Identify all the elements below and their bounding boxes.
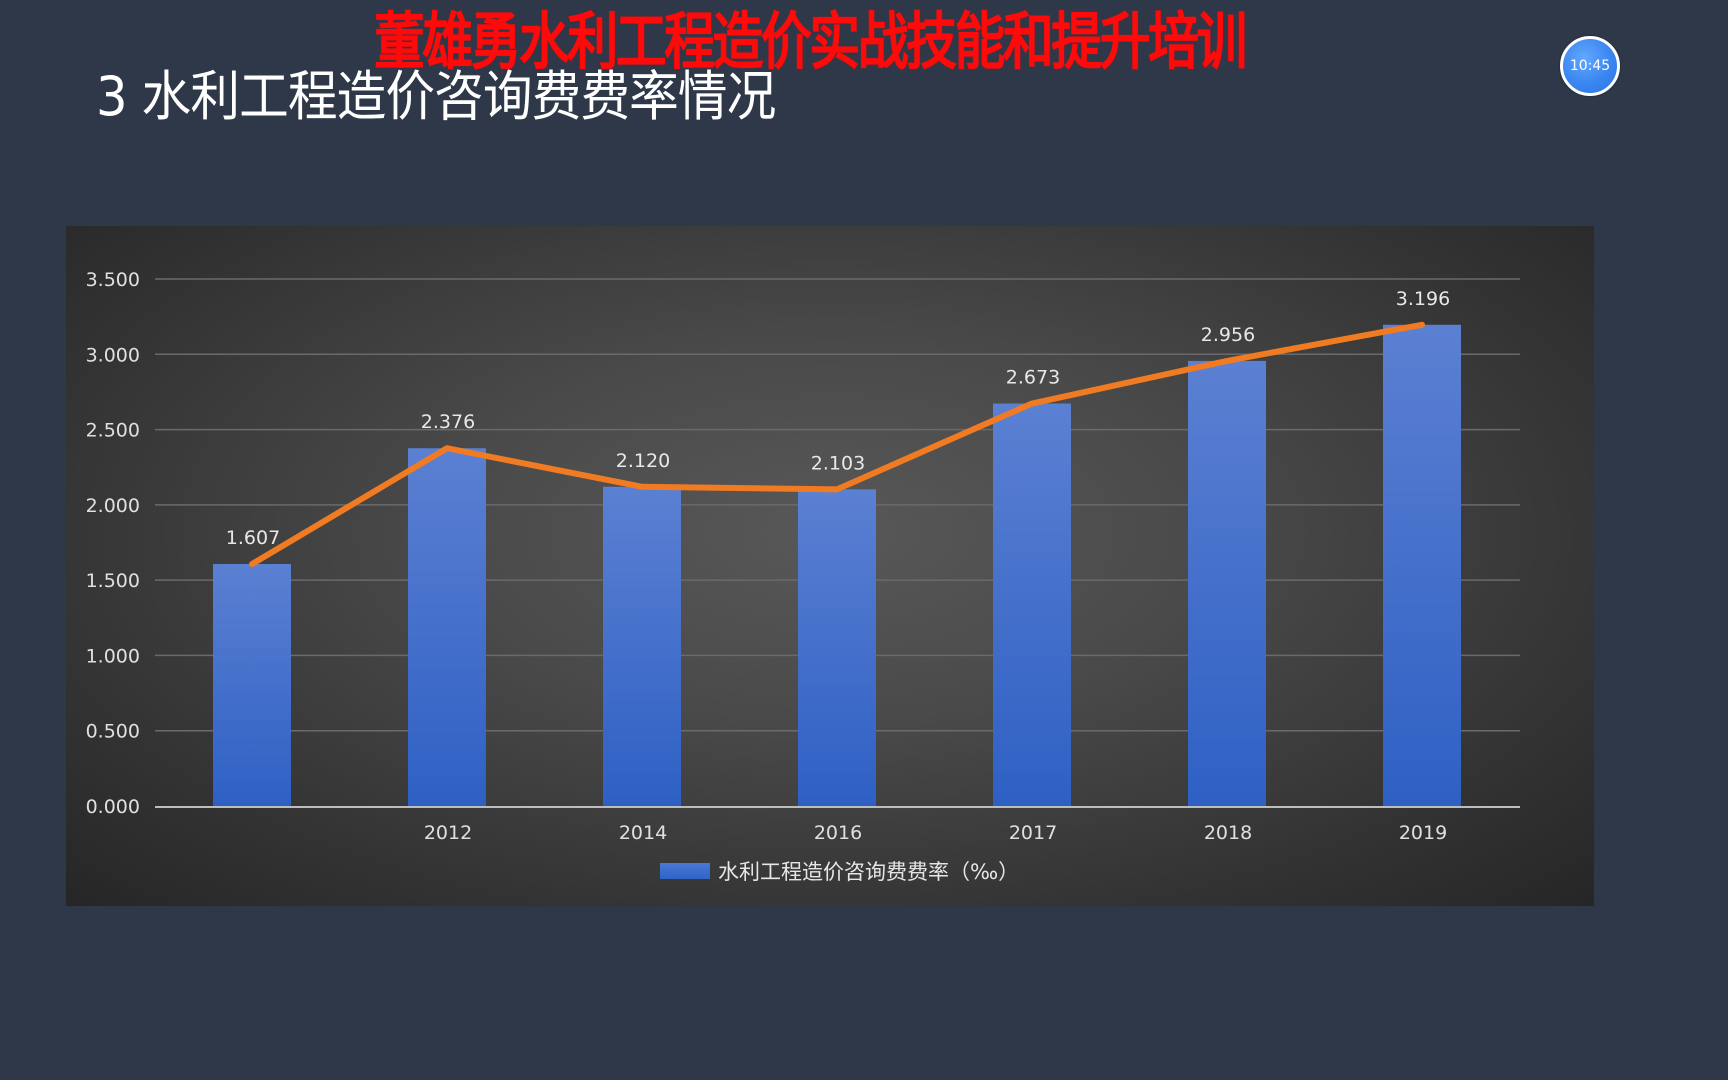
legend: 水利工程造价咨询费费率（‰） — [660, 856, 1019, 886]
trend-polyline — [249, 321, 1425, 568]
y-tick-label: 2.000 — [86, 495, 140, 517]
x-axis-ticks: 2012 2014 2016 2017 2018 2019 — [424, 822, 1447, 844]
x-tick-label: 2012 — [424, 822, 472, 844]
y-tick-label: 0.500 — [86, 721, 140, 743]
legend-label: 水利工程造价咨询费费率（‰） — [718, 860, 1020, 884]
x-tick-label: 2017 — [1009, 822, 1057, 844]
bar[interactable] — [603, 486, 681, 806]
bar[interactable] — [993, 403, 1071, 806]
y-tick-label: 1.500 — [86, 570, 140, 592]
chart-panel: 0.000 0.500 1.000 1.500 2.000 2.500 3.000 3.500… — [66, 226, 1594, 906]
bar[interactable] — [1383, 324, 1461, 806]
bar[interactable] — [1188, 360, 1266, 806]
bar-line-chart: 0.000 0.500 1.000 1.500 2.000 2.500 3.000 3.500… — [86, 269, 1520, 844]
y-tick-label: 3.500 — [86, 269, 140, 291]
clock-widget[interactable]: 10:45 — [1560, 36, 1620, 96]
y-tick-label: 0.000 — [86, 796, 140, 818]
trend-line — [249, 321, 1425, 568]
clock-time: 10:45 — [1569, 58, 1611, 74]
x-tick-label: 2016 — [814, 822, 862, 844]
y-tick-label: 1.000 — [86, 645, 140, 667]
bar[interactable] — [408, 448, 486, 806]
x-tick-label: 2018 — [1204, 822, 1252, 844]
bars — [213, 324, 1461, 806]
bar[interactable] — [798, 489, 876, 806]
page-title: 3 水利工程造价咨询费费率情况 — [96, 65, 776, 128]
y-tick-label: 3.000 — [86, 344, 140, 366]
data-label: 2.376 — [421, 411, 475, 433]
bar[interactable] — [213, 564, 291, 806]
course-banner-title: 董雄勇水利工程造价实战技能和提升培训 — [374, 5, 1247, 78]
legend-swatch — [660, 863, 710, 879]
data-label: 1.607 — [226, 527, 280, 549]
data-label: 3.196 — [1396, 288, 1450, 310]
data-label: 2.120 — [616, 450, 670, 472]
data-labels: 1.607 2.376 2.120 2.103 2.673 2.956 3.196 — [226, 288, 1450, 549]
data-label: 2.103 — [811, 452, 865, 474]
y-tick-label: 2.500 — [86, 420, 140, 442]
x-tick-label: 2014 — [619, 822, 667, 844]
data-label: 2.673 — [1006, 367, 1060, 389]
x-tick-label: 2019 — [1399, 822, 1447, 844]
y-axis-ticks: 0.000 0.500 1.000 1.500 2.000 2.500 3.000 3.500 — [86, 269, 140, 818]
data-label: 2.956 — [1201, 324, 1255, 346]
